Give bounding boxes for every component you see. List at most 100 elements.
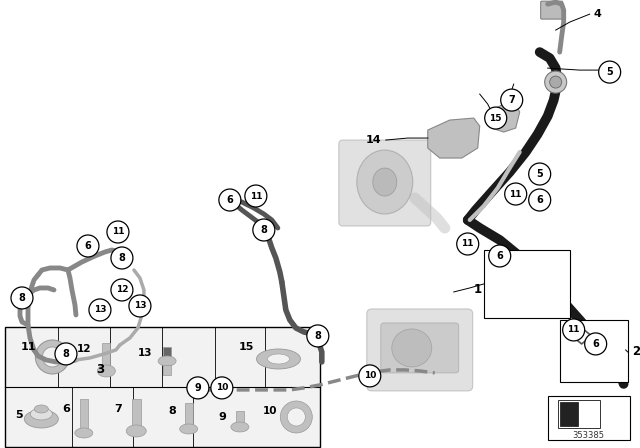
Ellipse shape	[545, 71, 566, 93]
Circle shape	[219, 189, 241, 211]
Circle shape	[111, 247, 133, 269]
Text: 11: 11	[461, 240, 474, 249]
Text: 6: 6	[497, 251, 503, 261]
Text: 2: 2	[632, 345, 640, 358]
Ellipse shape	[158, 356, 176, 366]
Bar	[5, 327, 320, 447]
Ellipse shape	[392, 329, 432, 367]
Text: 6: 6	[62, 404, 70, 414]
FancyBboxPatch shape	[484, 250, 570, 318]
Text: 353385: 353385	[573, 431, 605, 440]
Text: 8: 8	[260, 225, 268, 235]
Ellipse shape	[180, 424, 198, 434]
Text: 3: 3	[96, 363, 104, 376]
Ellipse shape	[97, 365, 115, 377]
Text: 12: 12	[116, 285, 128, 294]
Bar	[80, 399, 88, 431]
Text: 6: 6	[227, 195, 233, 205]
Text: 11: 11	[250, 191, 262, 201]
Circle shape	[89, 299, 111, 321]
FancyBboxPatch shape	[381, 323, 459, 373]
Text: 11: 11	[568, 325, 580, 335]
Circle shape	[35, 340, 69, 374]
Text: 5: 5	[536, 169, 543, 179]
Text: 12: 12	[77, 344, 92, 354]
Text: 1: 1	[474, 284, 482, 297]
Circle shape	[307, 325, 329, 347]
Circle shape	[529, 189, 550, 211]
Bar	[102, 343, 110, 369]
Circle shape	[585, 333, 607, 355]
Text: 10: 10	[263, 406, 278, 416]
Circle shape	[11, 287, 33, 309]
Circle shape	[529, 163, 550, 185]
Circle shape	[484, 107, 507, 129]
Ellipse shape	[372, 168, 397, 196]
Bar	[185, 403, 193, 427]
Text: 6: 6	[592, 339, 599, 349]
FancyBboxPatch shape	[339, 140, 431, 226]
Text: 14: 14	[366, 135, 382, 145]
Bar	[132, 399, 141, 429]
Ellipse shape	[356, 150, 413, 214]
Circle shape	[563, 319, 585, 341]
Bar	[557, 400, 600, 428]
Ellipse shape	[268, 354, 289, 364]
FancyBboxPatch shape	[560, 320, 628, 382]
Text: 7: 7	[508, 95, 515, 105]
Circle shape	[245, 185, 267, 207]
Ellipse shape	[257, 349, 300, 369]
Text: 8: 8	[19, 293, 26, 303]
Circle shape	[280, 401, 312, 433]
Text: 8: 8	[63, 349, 69, 359]
Polygon shape	[488, 104, 520, 132]
Text: 8: 8	[169, 406, 177, 416]
Text: 11: 11	[112, 228, 124, 237]
Bar	[163, 365, 171, 375]
Circle shape	[253, 219, 275, 241]
Circle shape	[457, 233, 479, 255]
Text: 6: 6	[84, 241, 92, 251]
Bar	[560, 402, 578, 426]
Circle shape	[129, 295, 151, 317]
Circle shape	[505, 183, 527, 205]
FancyBboxPatch shape	[541, 1, 563, 19]
Circle shape	[77, 235, 99, 257]
FancyBboxPatch shape	[367, 309, 473, 391]
Polygon shape	[428, 118, 480, 158]
Text: 13: 13	[134, 302, 146, 310]
Text: 8: 8	[118, 253, 125, 263]
Circle shape	[55, 343, 77, 365]
Circle shape	[111, 279, 133, 301]
Circle shape	[598, 61, 621, 83]
Ellipse shape	[231, 422, 249, 432]
Text: 9: 9	[195, 383, 201, 393]
Text: 10: 10	[216, 383, 228, 392]
Circle shape	[42, 347, 62, 367]
Text: 7: 7	[115, 404, 122, 414]
Text: 11: 11	[509, 190, 522, 198]
Circle shape	[489, 245, 511, 267]
Circle shape	[211, 377, 233, 399]
Circle shape	[359, 365, 381, 387]
Ellipse shape	[24, 410, 58, 428]
Text: 13: 13	[93, 306, 106, 314]
Circle shape	[287, 408, 305, 426]
Text: 5: 5	[15, 410, 23, 420]
Circle shape	[187, 377, 209, 399]
Text: 13: 13	[138, 348, 152, 358]
Text: 15: 15	[490, 113, 502, 123]
Text: 8: 8	[314, 331, 321, 341]
Bar	[236, 411, 244, 425]
Ellipse shape	[550, 76, 562, 88]
Text: 15: 15	[239, 342, 254, 352]
Ellipse shape	[126, 425, 146, 437]
Bar	[163, 347, 171, 359]
Circle shape	[107, 221, 129, 243]
Text: 10: 10	[364, 371, 376, 380]
Circle shape	[500, 89, 523, 111]
Text: 11: 11	[20, 342, 36, 352]
Text: 6: 6	[536, 195, 543, 205]
Ellipse shape	[30, 408, 52, 420]
Text: 9: 9	[218, 412, 226, 422]
